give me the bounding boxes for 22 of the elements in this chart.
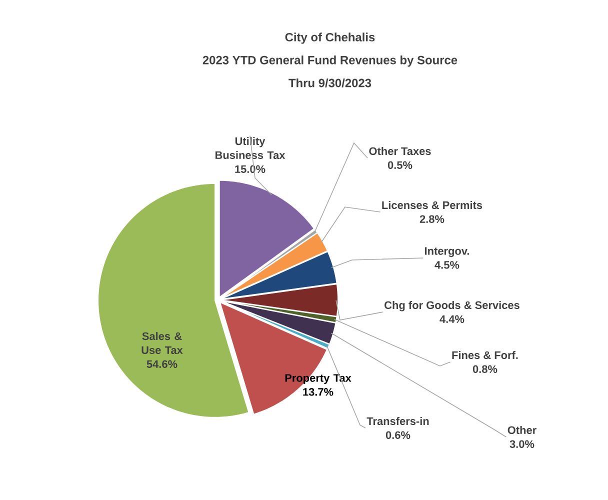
slice-label: Utility Business Tax — [216, 137, 286, 160]
chart-title: City of Chehalis — [285, 32, 375, 44]
chart-subtitle: 2023 YTD General Fund Revenues by Source — [202, 56, 458, 67]
slice-label: Other — [508, 426, 536, 434]
data-label: 0.6% — [386, 431, 410, 439]
data-label: 13.7% — [303, 388, 334, 396]
data-label: 2.8% — [420, 215, 444, 223]
slice-label: Licenses & Permits — [382, 201, 482, 210]
data-label: 4.4% — [440, 315, 464, 323]
data-label: 3.0% — [510, 440, 534, 448]
data-label: 54.6% — [146, 360, 178, 368]
slice-label: Fines & Forf. — [452, 351, 518, 360]
slice-label: Sales & Use Tax — [142, 332, 183, 354]
slice-label: Transfers-in — [366, 417, 429, 426]
slice-label: Intergov. — [425, 247, 469, 258]
slice-label: Chg for Goods & Services — [384, 301, 520, 312]
slice-label: Other Taxes — [369, 147, 431, 156]
data-label: 0.5% — [388, 161, 412, 169]
text: Thru 9/30/2023 — [288, 78, 372, 88]
data-label: 4.5% — [434, 261, 460, 269]
data-label: 0.8% — [472, 365, 498, 373]
data-label: 15.0% — [235, 165, 266, 173]
